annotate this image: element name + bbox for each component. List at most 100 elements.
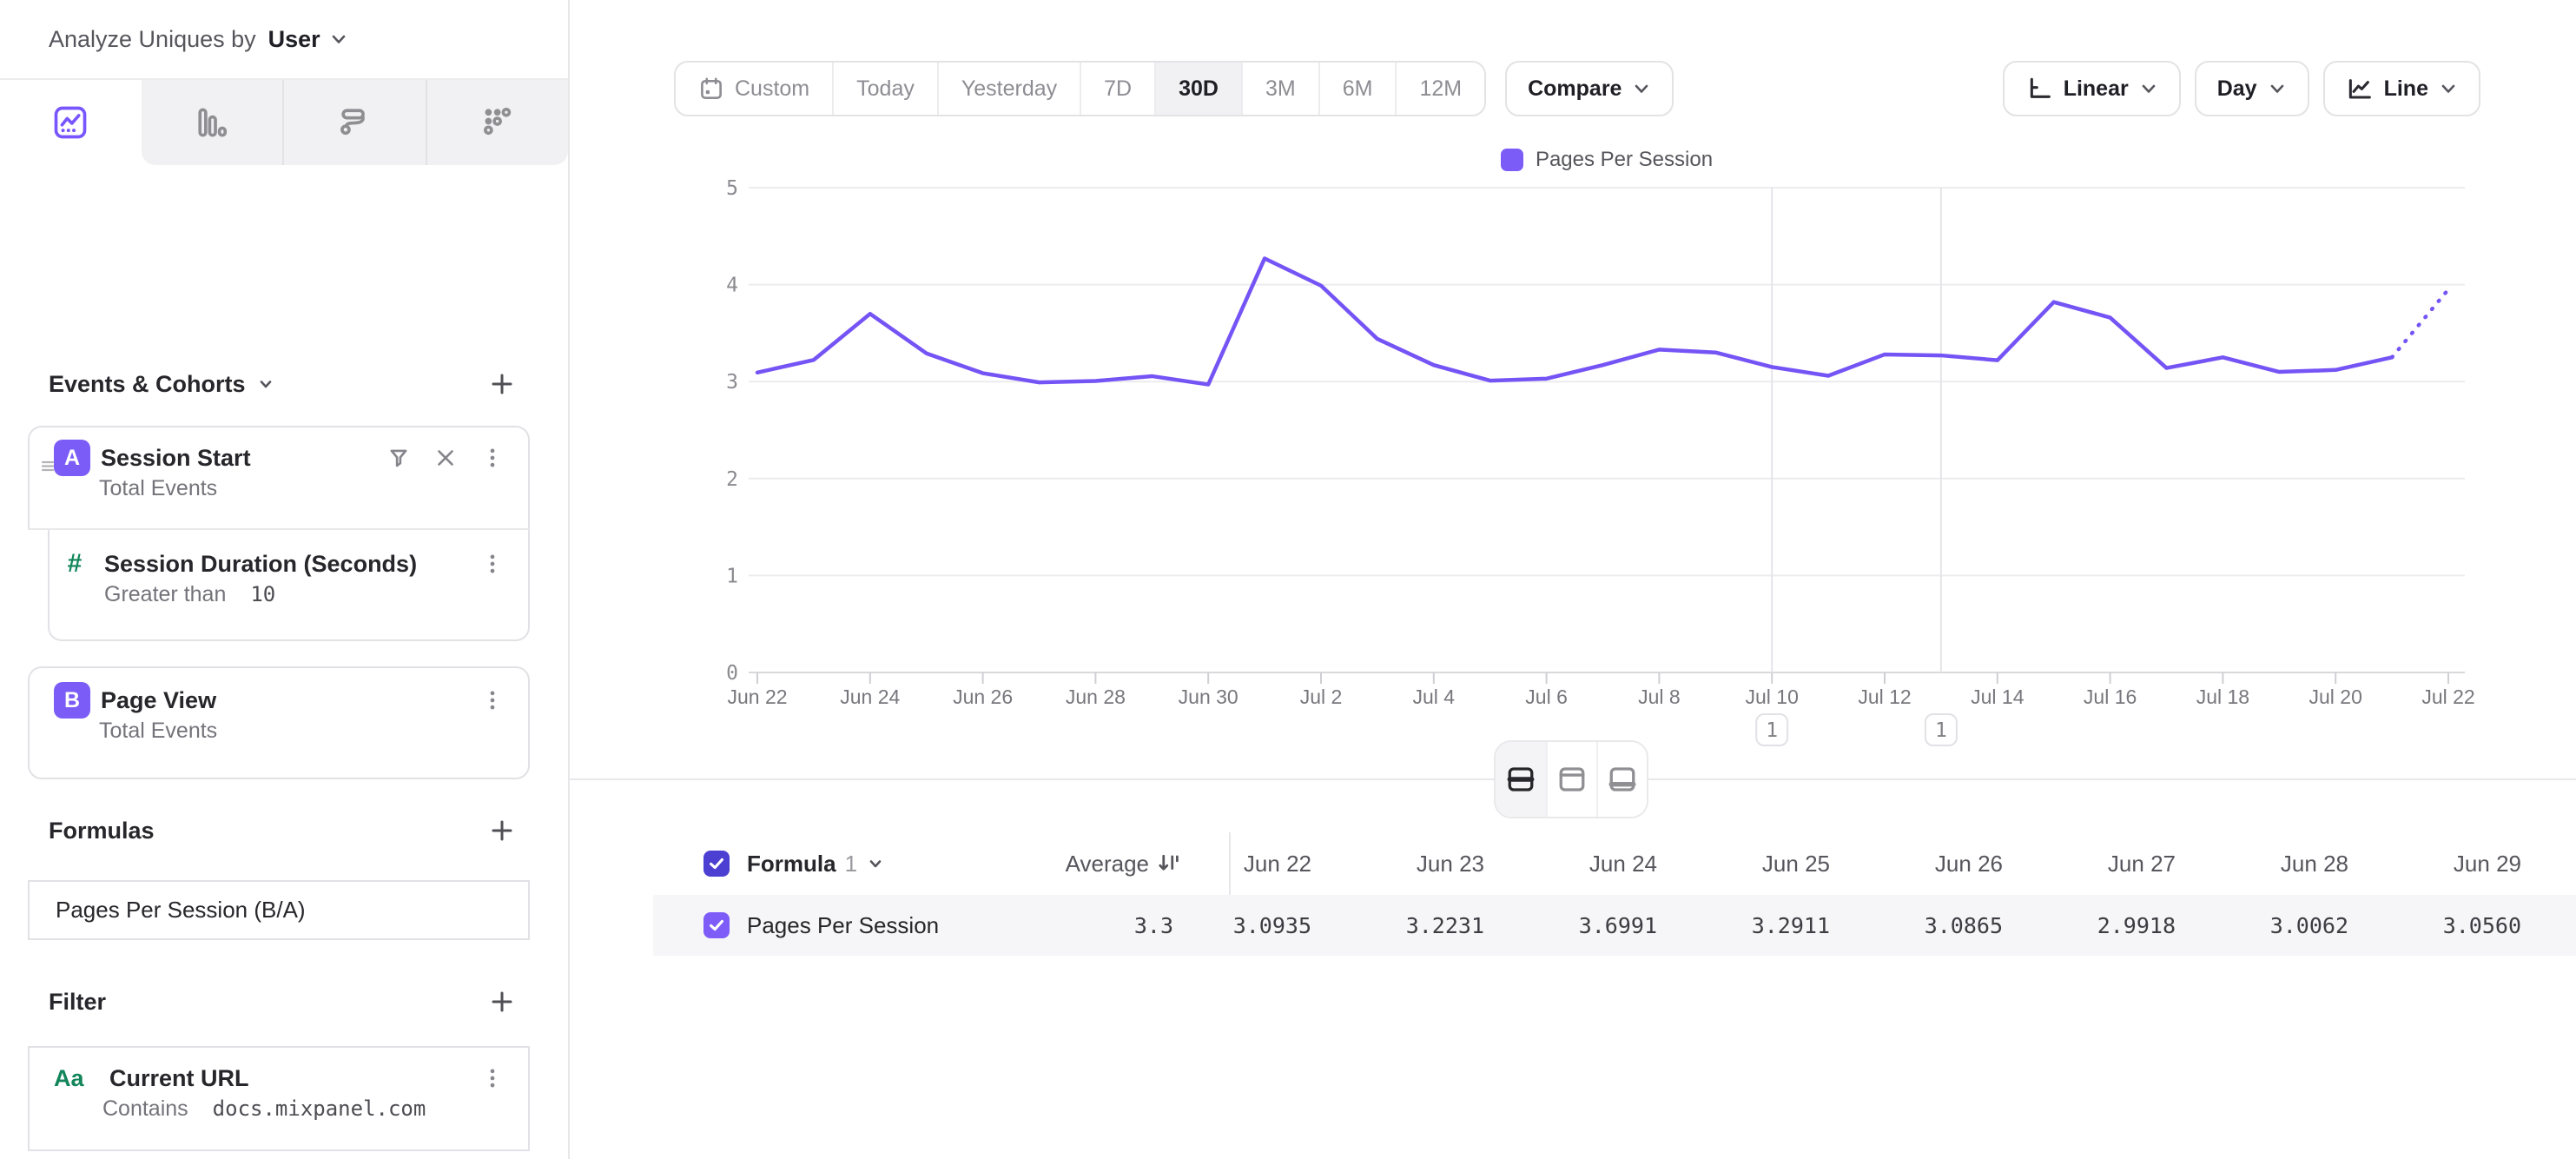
date-range-yesterday[interactable]: Yesterday (936, 63, 1080, 115)
table-data-row[interactable]: Pages Per Session 3.3 3.0935 3.2231 3.6991… (653, 895, 2576, 956)
number-property-icon: # (67, 549, 83, 578)
add-event-button[interactable] (485, 367, 519, 401)
filter-event-button[interactable] (380, 440, 417, 476)
table-only-icon (1608, 767, 1636, 791)
plus-icon (492, 991, 512, 1012)
series-line-incomplete[interactable] (2389, 287, 2451, 360)
analyze-by-dropdown[interactable]: User (268, 26, 348, 53)
value-cell: 3.2911 (1751, 912, 1830, 938)
value-cell: 3.0560 (2442, 912, 2521, 938)
y-axis-scale-dropdown[interactable]: Linear (2002, 61, 2181, 116)
filter-condition[interactable]: Greater than 10 (104, 582, 528, 607)
tab-bar-chart[interactable] (141, 80, 282, 165)
layout-chart-only-button[interactable] (1546, 742, 1596, 817)
date-column-header[interactable]: Jun 25 (1761, 850, 1830, 877)
filter-more-menu-button[interactable] (474, 1060, 511, 1096)
event-card-page-view[interactable]: B Page View Total Events (28, 666, 530, 779)
formula-card[interactable]: Pages Per Session (B/A) (28, 880, 530, 940)
average-sort-header[interactable]: Average (1066, 832, 1182, 895)
events-section-header: Events & Cohorts (28, 361, 528, 407)
formula-name[interactable]: Pages Per Session (B/A) (56, 897, 306, 923)
date-range-3m[interactable]: 3M (1240, 63, 1318, 115)
filter-section-header: Filter (28, 979, 528, 1024)
events-section-title[interactable]: Events & Cohorts (49, 371, 275, 398)
value-cell: 3.0935 (1232, 912, 1311, 938)
date-column-header[interactable]: Jun 24 (1589, 850, 1657, 877)
event-card-session-start[interactable]: A Session Start Total Events (28, 426, 530, 530)
annotation-badge[interactable] (1924, 713, 1958, 746)
x-axis-label: Jun 24 (840, 685, 900, 708)
filter-more-menu-button[interactable] (474, 546, 511, 582)
analyze-by-row: Analyze Uniques by User (0, 0, 568, 80)
analyze-by-label: Analyze Uniques by (49, 25, 256, 52)
line-chart-plot[interactable]: 0 1 2 3 4 5 Jun 22 Jun 24 Jun 26 Jun 28 Jun 30 Jul … (570, 0, 2576, 799)
formula-group-toggle[interactable]: Formula 1 (747, 851, 885, 878)
date-value-cells: 3.0935 3.2231 3.6991 3.2911 3.0865 2.9918 3.00… (1229, 895, 2576, 956)
series-visibility-checkbox[interactable] (703, 912, 730, 938)
kebab-menu-icon (490, 448, 495, 467)
event-more-menu-button[interactable] (474, 440, 511, 476)
x-axis-label: Jul 8 (1638, 685, 1681, 708)
event-name[interactable]: Session Start (101, 444, 251, 471)
event-name[interactable]: Page View (101, 686, 217, 713)
time-interval-dropdown[interactable]: Day (2194, 61, 2309, 116)
layout-table-only-button[interactable] (1596, 742, 1647, 817)
kebab-menu-icon (490, 554, 495, 573)
filter-condition[interactable]: Contains docs.mixpanel.com (102, 1096, 528, 1122)
tab-flows[interactable] (282, 80, 426, 165)
metric-column-header: Average (653, 832, 1222, 895)
filter-property-name[interactable]: Session Duration (Seconds) (104, 550, 418, 577)
date-column-header[interactable]: Jun 23 (1416, 850, 1484, 877)
filter-value[interactable]: docs.mixpanel.com (212, 1096, 426, 1121)
date-range-6m[interactable]: 6M (1318, 63, 1396, 115)
date-range-30d[interactable]: 30D (1154, 63, 1241, 115)
plus-icon (492, 374, 512, 394)
annotation-badge[interactable] (1755, 713, 1789, 746)
chevron-down-icon (260, 381, 271, 388)
chart-legend[interactable]: Pages Per Session (749, 148, 2465, 172)
event-aggregation[interactable]: Total Events (99, 476, 218, 500)
date-range-custom[interactable]: Custom (676, 63, 833, 115)
plus-icon (492, 820, 512, 841)
filter-property-name[interactable]: Current URL (109, 1064, 249, 1091)
date-column-header[interactable]: Jun 27 (2107, 850, 2176, 877)
series-line-solid[interactable] (755, 256, 2394, 387)
chevron-down-icon (2441, 84, 2455, 93)
tab-retention[interactable] (425, 80, 568, 165)
event-row-header: A Session Start (30, 440, 528, 476)
kebab-menu-icon (490, 691, 495, 710)
date-column-header[interactable]: Jun 28 (2280, 850, 2348, 877)
filter-row-header: # Session Duration (Seconds) (50, 546, 528, 582)
x-axis-label: Jul 20 (2309, 685, 2362, 708)
date-column-header[interactable]: Jun 26 (1934, 850, 2003, 877)
layout-split-view-button[interactable] (1496, 742, 1546, 817)
remove-event-button[interactable] (427, 440, 464, 476)
drag-handle-icon[interactable] (40, 457, 57, 474)
event-filter-card-session-duration[interactable]: # Session Duration (Seconds) Greater tha… (48, 530, 530, 641)
add-filter-button[interactable] (485, 984, 519, 1019)
filter-operator[interactable]: Contains (102, 1096, 188, 1121)
query-builder-content: Events & Cohorts A Session Start (0, 165, 568, 1159)
chart-type-dropdown[interactable]: Line (2322, 61, 2480, 116)
event-more-menu-button[interactable] (474, 682, 511, 719)
chevron-down-icon (869, 860, 882, 868)
date-column-header[interactable]: Jun 29 (2453, 850, 2521, 877)
chart-type-tab-strip (0, 80, 568, 165)
date-range-12m[interactable]: 12M (1395, 63, 1485, 115)
date-range-today[interactable]: Today (832, 63, 937, 115)
select-all-checkbox[interactable] (703, 851, 730, 877)
y-axis-label-0: 0 (726, 662, 738, 685)
global-filter-card[interactable]: Aa Current URL Contains docs.mixpanel.com (28, 1046, 530, 1151)
series-name-cell: Pages Per Session (747, 911, 940, 938)
x-axis-label: Jul 12 (1858, 685, 1911, 708)
filter-operator[interactable]: Greater than (104, 582, 227, 606)
tab-insights-line-chart[interactable] (0, 80, 142, 165)
compare-dropdown[interactable]: Compare (1505, 61, 1674, 116)
date-range-7d[interactable]: 7D (1080, 63, 1155, 115)
event-aggregation[interactable]: Total Events (99, 719, 218, 743)
add-formula-button[interactable] (485, 813, 519, 848)
date-column-header[interactable]: Jun 22 (1243, 850, 1311, 877)
y-axis-label-1: 1 (726, 565, 738, 587)
filter-value[interactable]: 10 (250, 582, 276, 606)
x-axis-label: Jun 22 (727, 685, 787, 708)
